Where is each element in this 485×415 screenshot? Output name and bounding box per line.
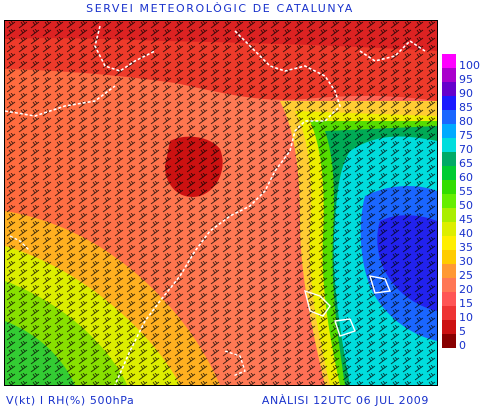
analysis-time-label: ANÀLISI 12UTC 06 JUL 2009 [261,394,429,407]
color-scale-level: 55 [459,185,473,198]
color-scale-level: 50 [459,199,473,212]
color-scale-level: 90 [459,87,473,100]
color-scale-level: 80 [459,115,473,128]
color-scale-segment [442,334,456,348]
color-scale-level: 30 [459,255,473,268]
color-scale-segment [442,222,456,236]
color-scale-segment [442,320,456,334]
color-scale [442,54,456,350]
color-scale-level: 40 [459,227,473,240]
color-scale-segment [442,138,456,152]
weather-map [4,20,438,386]
color-scale-segment [442,264,456,278]
color-scale-level: 0 [459,339,466,352]
color-scale-segment [442,110,456,124]
color-scale-segment [442,96,456,110]
color-scale-level: 75 [459,129,473,142]
color-scale-level: 5 [459,325,466,338]
color-scale-segment [442,68,456,82]
color-scale-level: 85 [459,101,473,114]
color-scale-level: 10 [459,311,473,324]
variables-label: V(kt) I RH(%) 500hPa [6,394,135,407]
color-scale-segment [442,166,456,180]
color-scale-segment [442,278,456,292]
color-scale-level: 15 [459,297,473,310]
color-scale-segment [442,250,456,264]
color-scale-segment [442,82,456,96]
color-scale-segment [442,208,456,222]
color-scale-segment [442,124,456,138]
color-scale-segment [442,306,456,320]
color-scale-level: 25 [459,269,473,282]
color-scale-level: 65 [459,157,473,170]
color-scale-level: 60 [459,171,473,184]
map-title: SERVEI METEOROLÒGIC DE CATALUNYA [86,2,354,15]
color-scale-level: 100 [459,59,480,72]
color-scale-segment [442,292,456,306]
color-scale-segment [442,236,456,250]
color-scale-segment [442,194,456,208]
color-scale-segment [442,180,456,194]
color-scale-segment [442,54,456,68]
color-scale-level: 20 [459,283,473,296]
color-scale-level: 35 [459,241,473,254]
color-scale-segment [442,152,456,166]
color-scale-level: 95 [459,73,473,86]
color-scale-level: 70 [459,143,473,156]
color-scale-level: 45 [459,213,473,226]
